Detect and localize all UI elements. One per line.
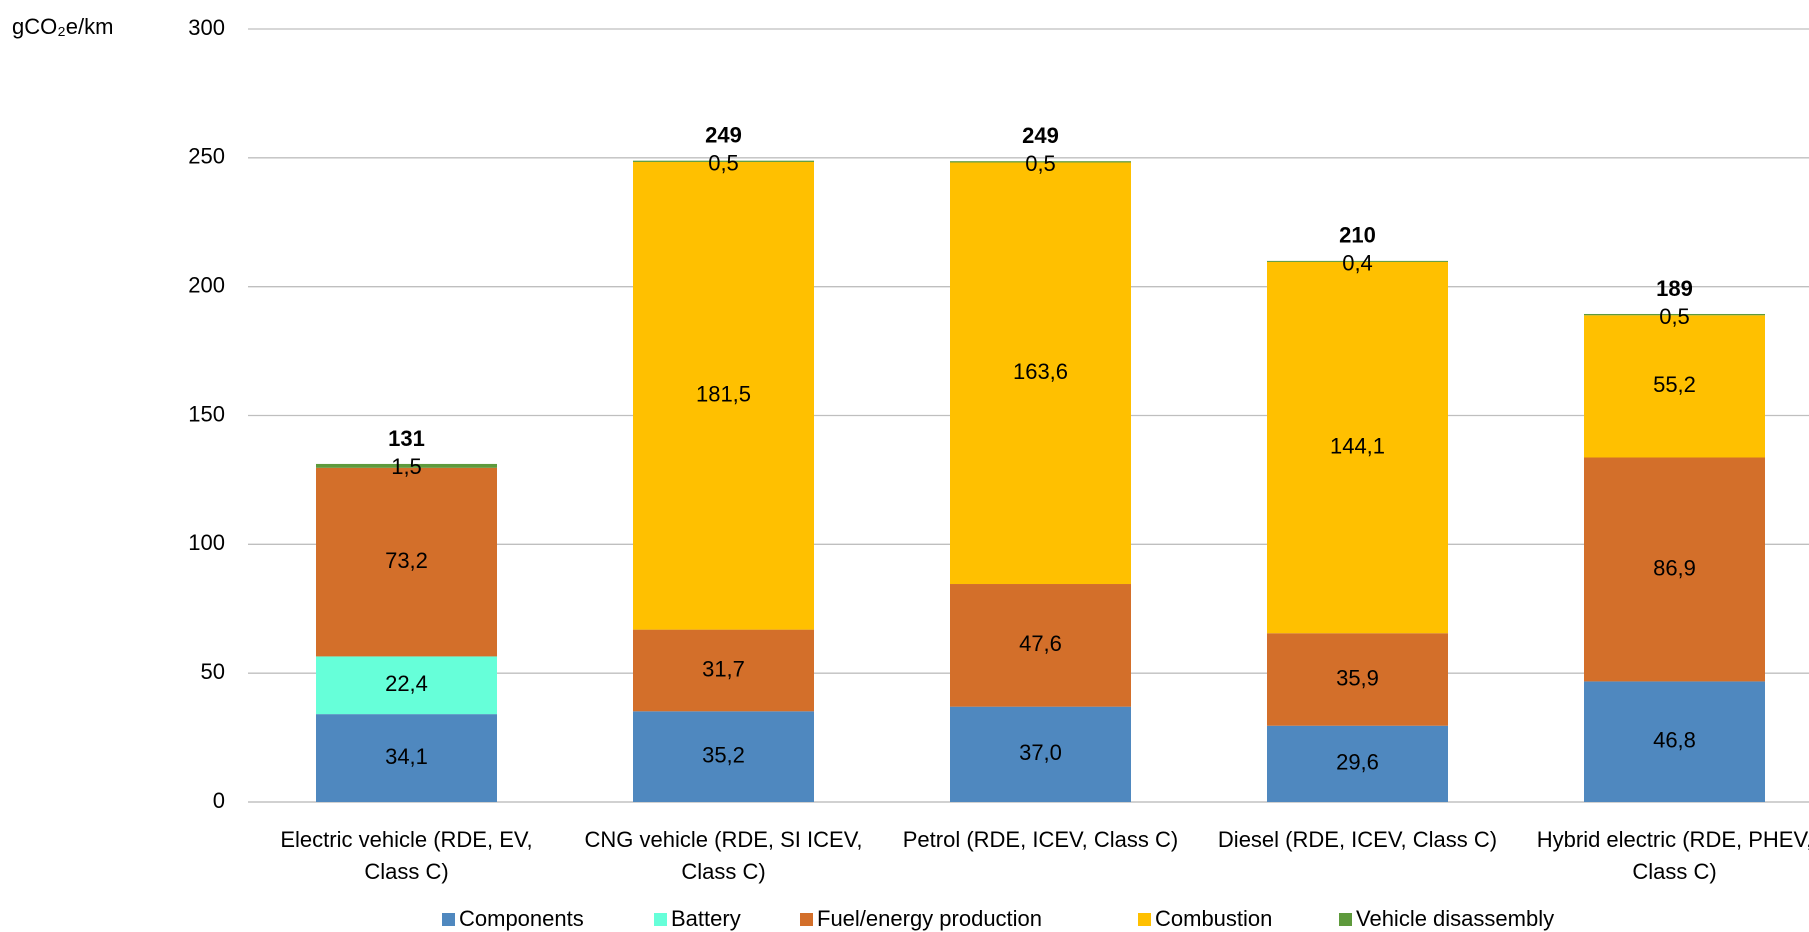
legend-swatch [800,913,813,926]
legend-label: Components [459,906,584,931]
value-label: 46,8 [1653,728,1696,753]
y-tick-label: 250 [188,144,225,169]
bar-segment [316,467,497,657]
bar-segment [633,629,814,712]
value-label: 55,2 [1653,372,1696,397]
value-label: 1,5 [391,454,422,479]
value-label: 37,0 [1019,740,1062,765]
legend-label: Fuel/energy production [817,906,1042,931]
value-label: 47,6 [1019,631,1062,656]
value-label: 35,2 [702,742,745,767]
value-label: 163,6 [1013,359,1068,384]
bar-segment [633,161,814,630]
y-axis-label: gCO₂e/km [12,14,113,39]
legend-label: Combustion [1155,906,1272,931]
value-label: 73,2 [385,548,428,573]
bar-segment [316,714,497,802]
bar-segment [1584,457,1765,682]
value-label: 31,7 [702,656,745,681]
bar-segment [633,711,814,802]
legend-swatch [442,913,455,926]
bar-segment [950,162,1131,585]
y-tick-label: 200 [188,272,225,297]
value-label: 86,9 [1653,555,1696,580]
bar-segment [1584,315,1765,458]
value-label: 144,1 [1330,433,1385,458]
total-label: 249 [1022,123,1059,148]
value-label: 181,5 [696,382,751,407]
legend-swatch [654,913,667,926]
value-label: 0,4 [1342,251,1373,276]
y-tick-label: 50 [201,659,225,684]
y-tick-label: 150 [188,401,225,426]
x-tick-label: Petrol (RDE, ICEV, Class C) [902,827,1179,852]
bar-segment [950,706,1131,802]
value-label: 34,1 [385,744,428,769]
bar-segment [1584,313,1765,316]
y-tick-label: 300 [188,15,225,40]
y-tick-label: 0 [213,788,225,813]
value-label: 35,9 [1336,665,1379,690]
bar-segment [633,160,814,162]
value-label: 0,5 [1025,151,1056,176]
bar-segment [950,161,1131,163]
value-label: 22,4 [385,671,428,696]
x-tick-label: Hybrid electric (RDE, PHEV, Class C) [1536,827,1809,884]
bar-segment [1267,633,1448,726]
total-label: 210 [1339,223,1376,248]
x-tick-label: Diesel (RDE, ICEV, Class C) [1217,827,1498,852]
legend-label: Vehicle disassembly [1356,906,1554,931]
bar-segment [316,463,497,468]
bar-segment [1267,260,1448,262]
total-label: 131 [388,426,425,451]
value-label: 29,6 [1336,750,1379,775]
y-tick-label: 100 [188,530,225,555]
legend-swatch [1339,913,1352,926]
legend-label: Battery [671,906,741,931]
bar-segment [1267,261,1448,634]
bar-segment [1267,725,1448,802]
x-tick-label: CNG vehicle (RDE, SI ICEV, Class C) [584,827,863,884]
total-label: 249 [705,122,742,147]
value-label: 0,5 [1659,304,1690,329]
bar-segment [950,584,1131,707]
x-tick-label: Electric vehicle (RDE, EV, Class C) [280,827,533,884]
bar-segment [1584,681,1765,802]
value-label: 0,5 [708,150,739,175]
bar-segment [316,656,497,715]
legend-swatch [1138,913,1151,926]
total-label: 189 [1656,276,1693,301]
